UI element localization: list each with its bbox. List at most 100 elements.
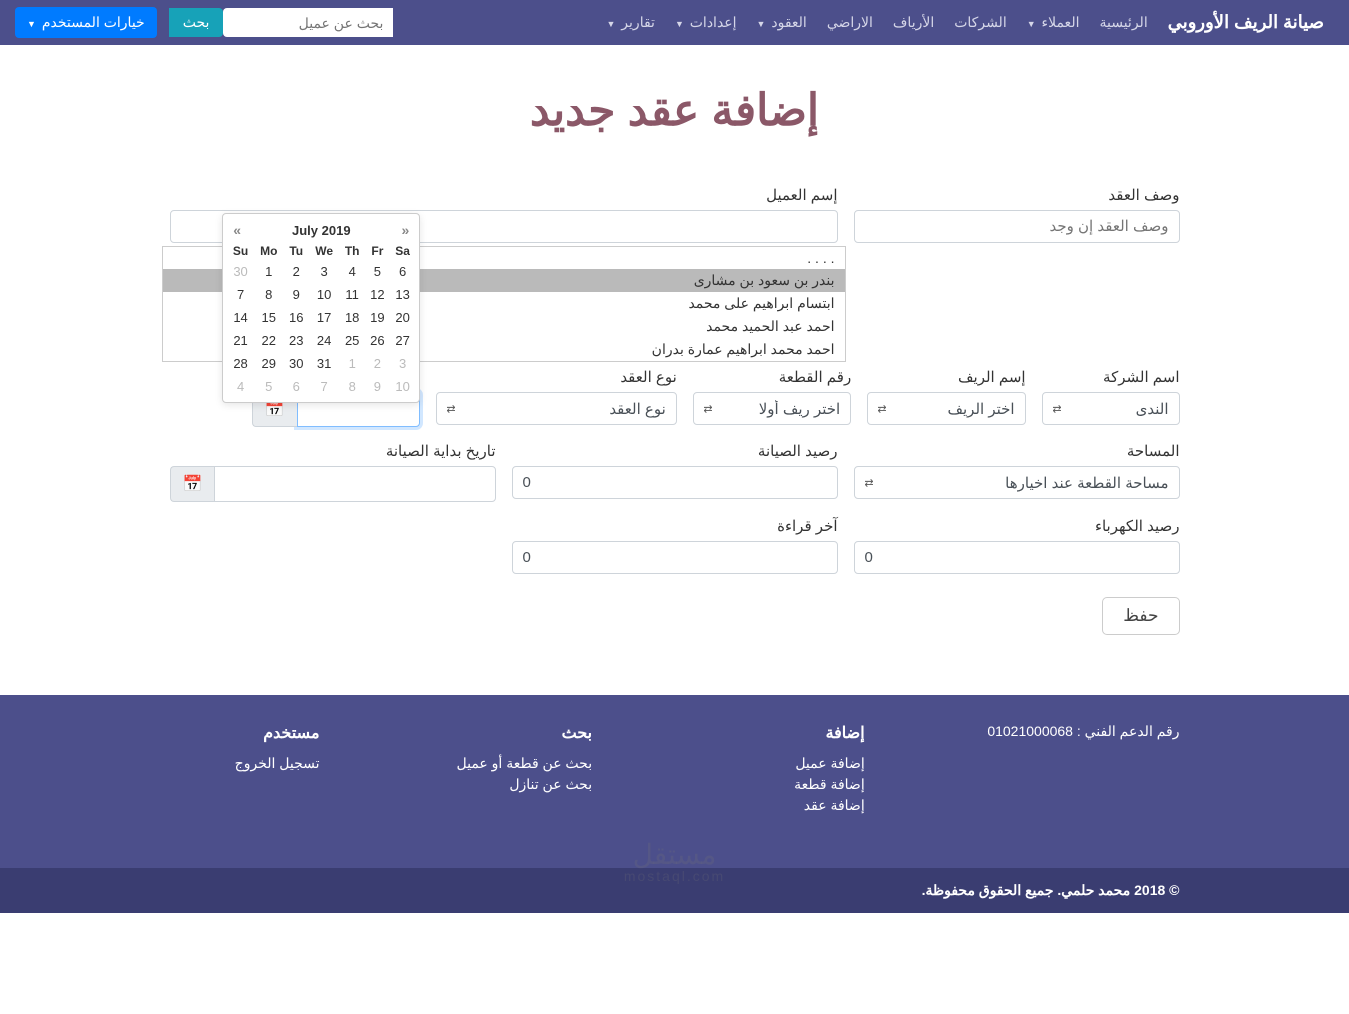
footer-link[interactable]: تسجيل الخروج [170, 755, 320, 772]
chevron-down-icon: ▼ [675, 19, 684, 29]
maint-start-input[interactable] [214, 466, 495, 502]
datepicker-title[interactable]: July 2019 [292, 223, 351, 238]
datepicker-day[interactable]: 21 [227, 329, 254, 352]
footer-link[interactable]: إضافة عميل [715, 755, 865, 772]
datepicker-day[interactable]: 9 [284, 283, 309, 306]
datepicker-prev[interactable]: « [233, 222, 241, 238]
datepicker-day[interactable]: 2 [284, 260, 309, 283]
nav-item[interactable]: الرئيسية [1089, 6, 1157, 39]
client-name-label: إسم العميل [170, 186, 838, 204]
area-select[interactable] [854, 466, 1180, 499]
datepicker-day[interactable]: 24 [309, 329, 340, 352]
contract-desc-label: وصف العقد [854, 186, 1180, 204]
datepicker-day[interactable]: 26 [365, 329, 390, 352]
datepicker-day[interactable]: 4 [227, 375, 254, 398]
datepicker-day[interactable]: 17 [309, 306, 340, 329]
datepicker[interactable]: « July 2019 » SuMoTuWeThFrSa 30123456789… [222, 213, 420, 403]
datepicker-day[interactable]: 6 [390, 260, 415, 283]
datepicker-dayhead: Mo [254, 242, 284, 260]
datepicker-day[interactable]: 15 [254, 306, 284, 329]
support-text: رقم الدعم الفني : 01021000068 [987, 723, 1179, 740]
last-reading-input[interactable] [512, 541, 838, 574]
datepicker-day[interactable]: 6 [284, 375, 309, 398]
datepicker-day[interactable]: 7 [309, 375, 340, 398]
datepicker-day[interactable]: 31 [309, 352, 340, 375]
plot-select[interactable] [693, 392, 851, 425]
datepicker-dayhead: Sa [390, 242, 415, 260]
datepicker-day[interactable]: 2 [365, 352, 390, 375]
footer-link[interactable]: بحث عن قطعة أو عميل [442, 755, 592, 772]
datepicker-day[interactable]: 20 [390, 306, 415, 329]
datepicker-day[interactable]: 25 [340, 329, 365, 352]
elec-balance-label: رصيد الكهرباء [854, 517, 1180, 535]
nav-links: الرئيسيةالعملاء ▼الشركاتالأريافالاراضيال… [393, 6, 1157, 39]
chevron-down-icon: ▼ [757, 19, 766, 29]
datepicker-day[interactable]: 12 [365, 283, 390, 306]
brand[interactable]: صيانة الريف الأوروبي [1158, 6, 1334, 39]
search-input[interactable] [223, 8, 393, 37]
datepicker-day[interactable]: 8 [340, 375, 365, 398]
contract-type-label: نوع العقد [436, 368, 677, 386]
datepicker-day[interactable]: 1 [340, 352, 365, 375]
datepicker-day[interactable]: 10 [390, 375, 415, 398]
contract-desc-input[interactable] [854, 210, 1180, 243]
nav-item[interactable]: تقارير ▼ [597, 6, 665, 39]
datepicker-day[interactable]: 23 [284, 329, 309, 352]
chevron-down-icon: ▼ [607, 19, 616, 29]
datepicker-dayhead: Su [227, 242, 254, 260]
navbar: صيانة الريف الأوروبي الرئيسيةالعملاء ▼ال… [0, 0, 1349, 45]
maint-balance-input[interactable] [512, 466, 838, 499]
datepicker-day[interactable]: 30 [284, 352, 309, 375]
datepicker-dayhead: Tu [284, 242, 309, 260]
footer-link[interactable]: إضافة عقد [715, 797, 865, 814]
nav-item[interactable]: العقود ▼ [747, 6, 817, 39]
elec-balance-input[interactable] [854, 541, 1180, 574]
datepicker-day[interactable]: 5 [254, 375, 284, 398]
datepicker-day[interactable]: 10 [309, 283, 340, 306]
reef-select[interactable] [867, 392, 1025, 425]
main-container: إضافة عقد جديد وصف العقد إسم العميل . . … [155, 85, 1195, 635]
footer-add-title: إضافة [715, 723, 865, 743]
datepicker-day[interactable]: 7 [227, 283, 254, 306]
user-options-button[interactable]: خيارات المستخدم ▼ [15, 7, 157, 38]
datepicker-day[interactable]: 29 [254, 352, 284, 375]
datepicker-day[interactable]: 18 [340, 306, 365, 329]
calendar-icon[interactable]: 📅 [170, 466, 215, 502]
footer-link[interactable]: إضافة قطعة [715, 776, 865, 793]
maint-balance-label: رصيد الصيانة [512, 442, 838, 460]
datepicker-day[interactable]: 3 [309, 260, 340, 283]
datepicker-day[interactable]: 9 [365, 375, 390, 398]
datepicker-day[interactable]: 14 [227, 306, 254, 329]
datepicker-next[interactable]: » [401, 222, 409, 238]
save-button[interactable]: حفظ [1102, 597, 1179, 635]
company-select[interactable] [1042, 392, 1180, 425]
contract-type-select[interactable] [436, 392, 677, 425]
datepicker-day[interactable]: 30 [227, 260, 254, 283]
search-button[interactable]: بحث [169, 8, 224, 37]
datepicker-day[interactable]: 1 [254, 260, 284, 283]
datepicker-day[interactable]: 13 [390, 283, 415, 306]
reef-label: إسم الريف [867, 368, 1025, 386]
datepicker-day[interactable]: 22 [254, 329, 284, 352]
chevron-down-icon: ▼ [27, 19, 36, 29]
nav-item[interactable]: العملاء ▼ [1017, 6, 1090, 39]
datepicker-day[interactable]: 8 [254, 283, 284, 306]
datepicker-dayhead: Fr [365, 242, 390, 260]
datepicker-day[interactable]: 11 [340, 283, 365, 306]
datepicker-day[interactable]: 4 [340, 260, 365, 283]
datepicker-day[interactable]: 16 [284, 306, 309, 329]
datepicker-dayhead: We [309, 242, 340, 260]
datepicker-table: SuMoTuWeThFrSa 3012345678910111213141516… [227, 242, 415, 398]
datepicker-day[interactable]: 19 [365, 306, 390, 329]
nav-item[interactable]: إعدادات ▼ [665, 6, 747, 39]
datepicker-day[interactable]: 27 [390, 329, 415, 352]
nav-item[interactable]: الاراضي [817, 6, 883, 39]
nav-item[interactable]: الأرياف [883, 6, 944, 39]
footer-link[interactable]: بحث عن تنازل [442, 776, 592, 793]
datepicker-day[interactable]: 5 [365, 260, 390, 283]
chevron-down-icon: ▼ [1027, 19, 1036, 29]
nav-item[interactable]: الشركات [944, 6, 1016, 39]
datepicker-day[interactable]: 3 [390, 352, 415, 375]
search-form: بحث [169, 8, 394, 37]
datepicker-day[interactable]: 28 [227, 352, 254, 375]
